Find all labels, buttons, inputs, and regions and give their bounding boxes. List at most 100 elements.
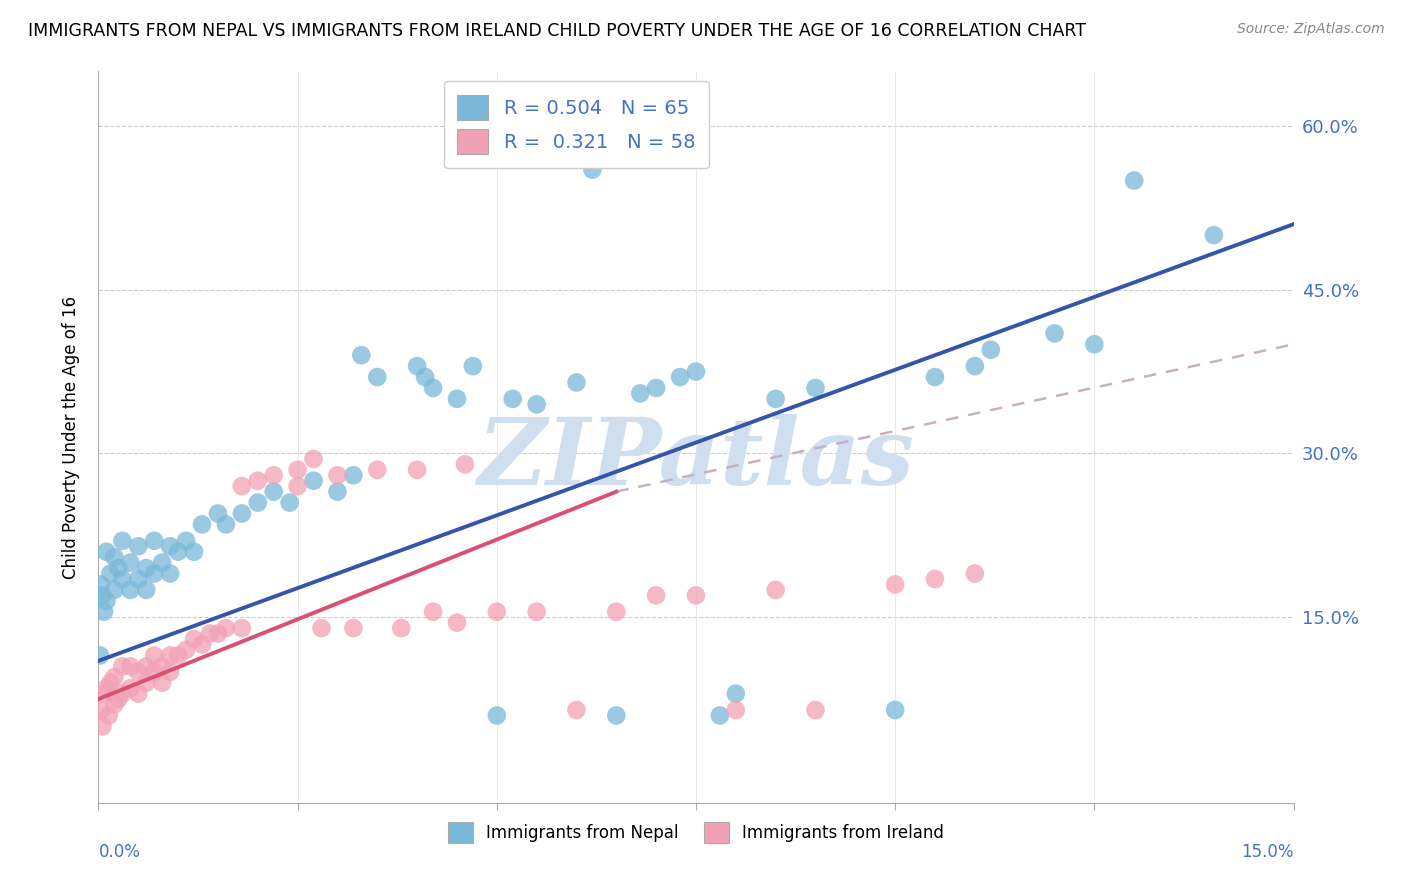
Point bbox=[502, 392, 524, 406]
Point bbox=[135, 561, 157, 575]
Point bbox=[884, 703, 907, 717]
Point bbox=[422, 605, 444, 619]
Point bbox=[159, 648, 181, 663]
Point bbox=[111, 533, 134, 548]
Point bbox=[302, 451, 325, 466]
Point bbox=[263, 468, 285, 483]
Point bbox=[91, 588, 114, 602]
Point bbox=[183, 632, 205, 646]
Point bbox=[389, 621, 412, 635]
Point bbox=[111, 687, 134, 701]
Text: Source: ZipAtlas.com: Source: ZipAtlas.com bbox=[1237, 22, 1385, 37]
Point bbox=[526, 397, 548, 411]
Point bbox=[685, 588, 707, 602]
Point bbox=[159, 665, 181, 679]
Point bbox=[215, 621, 238, 635]
Point bbox=[645, 381, 668, 395]
Point bbox=[174, 533, 197, 548]
Point bbox=[628, 386, 651, 401]
Point bbox=[150, 659, 173, 673]
Point bbox=[198, 626, 221, 640]
Point bbox=[191, 638, 214, 652]
Point bbox=[207, 626, 229, 640]
Text: IMMIGRANTS FROM NEPAL VS IMMIGRANTS FROM IRELAND CHILD POVERTY UNDER THE AGE OF : IMMIGRANTS FROM NEPAL VS IMMIGRANTS FROM… bbox=[28, 22, 1085, 40]
Point bbox=[724, 703, 747, 717]
Point bbox=[1202, 228, 1225, 243]
Point bbox=[127, 687, 149, 701]
Point bbox=[342, 468, 364, 483]
Point bbox=[804, 381, 827, 395]
Point bbox=[709, 708, 731, 723]
Text: 0.0%: 0.0% bbox=[98, 843, 141, 861]
Point bbox=[326, 468, 349, 483]
Point bbox=[96, 545, 118, 559]
Point bbox=[924, 370, 946, 384]
Point bbox=[127, 539, 149, 553]
Point bbox=[93, 605, 115, 619]
Point bbox=[97, 708, 120, 723]
Point bbox=[143, 533, 166, 548]
Point bbox=[342, 621, 364, 635]
Point bbox=[120, 659, 142, 673]
Point bbox=[287, 463, 309, 477]
Point bbox=[605, 605, 627, 619]
Point bbox=[98, 566, 122, 581]
Point bbox=[1083, 337, 1105, 351]
Point bbox=[406, 359, 429, 373]
Point bbox=[135, 675, 157, 690]
Point bbox=[231, 621, 253, 635]
Point bbox=[366, 370, 388, 384]
Point bbox=[111, 572, 134, 586]
Point bbox=[107, 561, 129, 575]
Point bbox=[167, 545, 190, 559]
Point bbox=[127, 572, 149, 586]
Point bbox=[1043, 326, 1066, 341]
Point bbox=[103, 582, 125, 597]
Point bbox=[120, 681, 142, 695]
Point bbox=[231, 507, 253, 521]
Point bbox=[565, 703, 588, 717]
Point bbox=[94, 687, 117, 701]
Text: 15.0%: 15.0% bbox=[1241, 843, 1294, 861]
Point bbox=[103, 670, 125, 684]
Point bbox=[191, 517, 214, 532]
Point bbox=[96, 594, 118, 608]
Point bbox=[565, 376, 588, 390]
Point bbox=[98, 675, 122, 690]
Point bbox=[422, 381, 444, 395]
Point bbox=[135, 659, 157, 673]
Point bbox=[685, 365, 707, 379]
Point bbox=[669, 370, 692, 384]
Point bbox=[174, 643, 197, 657]
Point bbox=[765, 392, 787, 406]
Point bbox=[90, 577, 112, 591]
Point bbox=[246, 495, 269, 509]
Point bbox=[150, 675, 173, 690]
Point bbox=[107, 692, 129, 706]
Point bbox=[89, 648, 111, 663]
Point bbox=[159, 566, 181, 581]
Point bbox=[924, 572, 946, 586]
Point bbox=[135, 582, 157, 597]
Point bbox=[461, 359, 484, 373]
Point bbox=[311, 621, 333, 635]
Point bbox=[246, 474, 269, 488]
Point bbox=[804, 703, 827, 717]
Point bbox=[103, 698, 125, 712]
Point bbox=[143, 648, 166, 663]
Point bbox=[159, 539, 181, 553]
Point bbox=[485, 605, 508, 619]
Point bbox=[413, 370, 436, 384]
Point bbox=[120, 582, 142, 597]
Point bbox=[167, 648, 190, 663]
Point bbox=[263, 484, 285, 499]
Point bbox=[406, 463, 429, 477]
Point bbox=[581, 162, 603, 177]
Point bbox=[90, 703, 112, 717]
Point bbox=[150, 556, 173, 570]
Point bbox=[127, 665, 149, 679]
Point bbox=[446, 615, 468, 630]
Point bbox=[143, 566, 166, 581]
Point bbox=[143, 665, 166, 679]
Point bbox=[302, 474, 325, 488]
